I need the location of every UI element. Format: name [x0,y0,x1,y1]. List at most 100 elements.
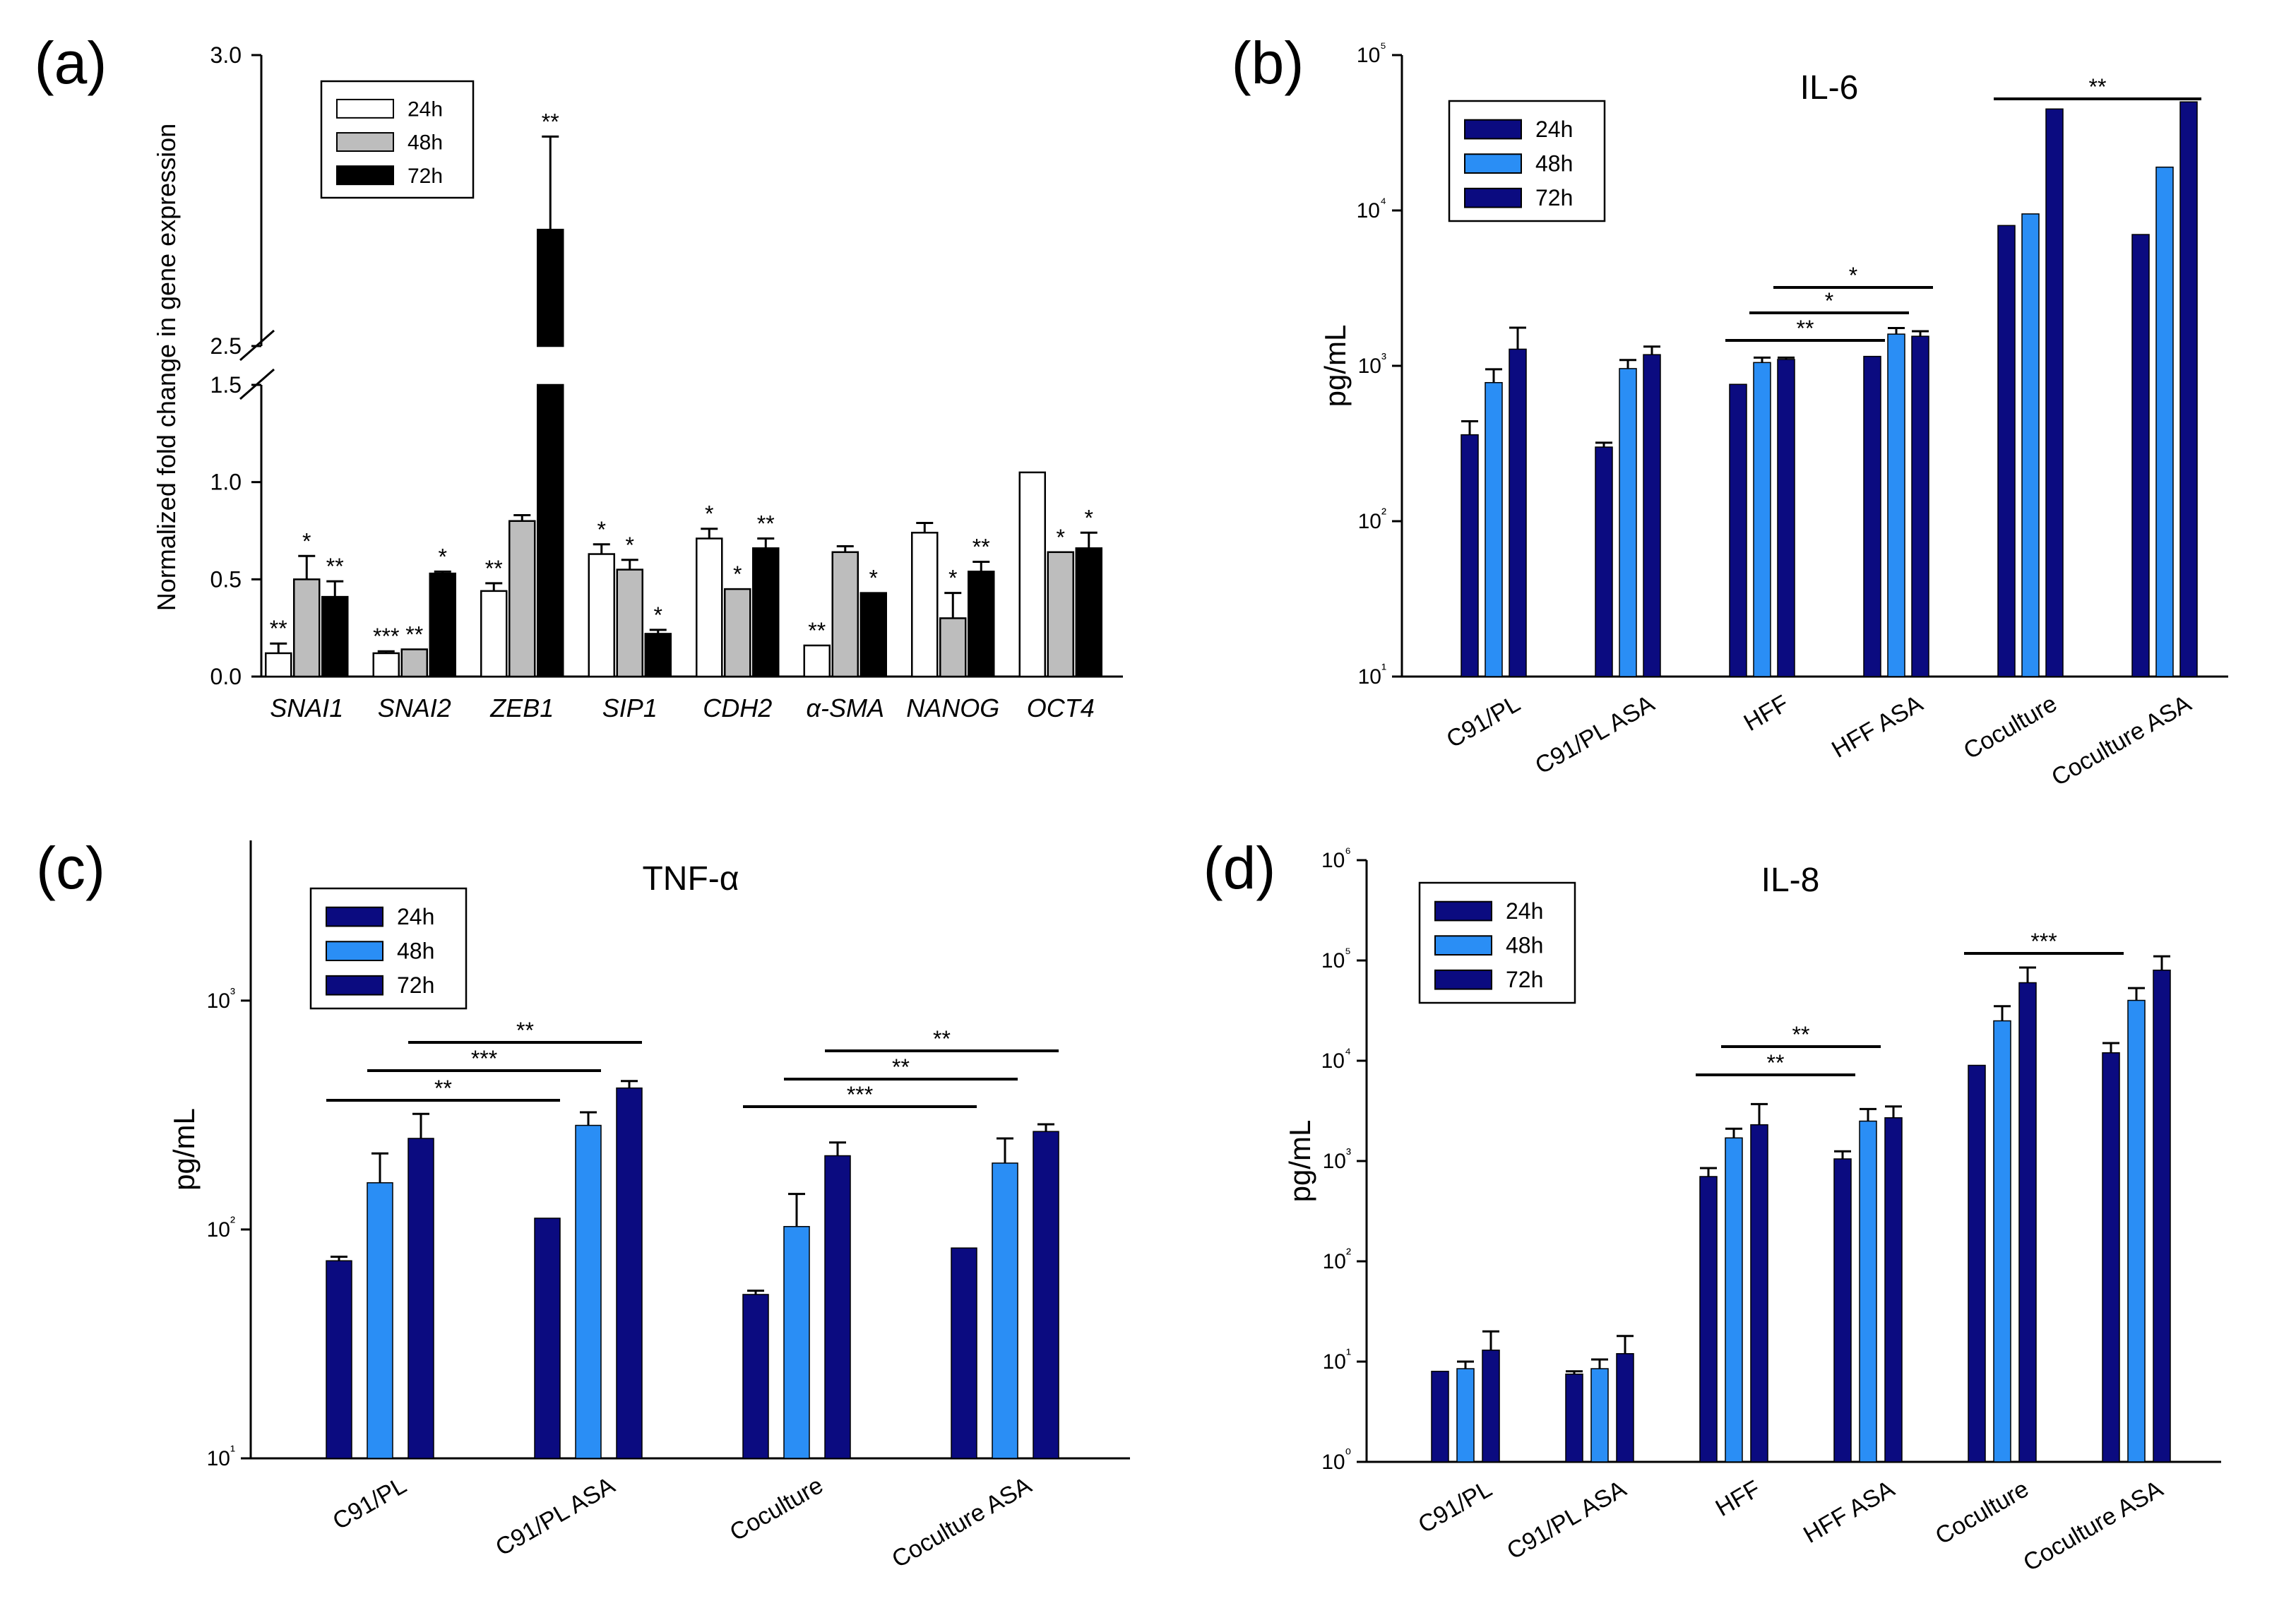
x-tick-label: SNAI2 [378,694,451,722]
legend-swatch-24h [336,98,394,119]
panel-label-c: (c) [36,835,105,901]
y-axis-label: pg/mL [167,1108,201,1191]
bar-C91/PL-48h [367,1182,393,1459]
bar-C91/PL-72h [1482,1350,1500,1463]
significance-star: ** [2089,74,2107,100]
bar-SNAI1-72h [321,595,349,678]
bar-SIP1-72h [644,633,672,678]
bar-ZEB1-24h [480,590,508,678]
bar-HFF-48h [1725,1137,1743,1463]
bar-C91/PL ASA-24h [1595,446,1613,677]
x-tick-label: Coculture ASA [888,1472,1037,1573]
significance-star: * [869,566,878,591]
bar-C91/PL ASA-24h [534,1218,561,1459]
y-tick-label: 10¹ [1323,1347,1351,1374]
y-axis-label: pg/mL [1319,325,1352,407]
x-tick-label: Coculture ASA [2019,1475,2168,1577]
y-tick-label: 1.5 [210,372,242,398]
bar-HFF ASA-24h [1863,355,1881,677]
bar-Coculture-72h [2045,108,2064,677]
significance-star: * [597,517,606,542]
bar-SNAI1-24h [265,652,292,678]
y-tick-label: 10² [1358,506,1386,534]
significance-star: ** [972,535,990,560]
legend-label-72h: 72h [1506,967,1543,992]
bar-C91/PL ASA-48h [575,1124,602,1459]
bar-C91/PL ASA-72h [1616,1353,1634,1463]
bar-Coculture ASA-48h [992,1162,1018,1459]
legend-label-48h: 48h [1535,151,1573,177]
panel-a: (a) 0.0 0.5 1.0 1.5 2.5 3.0 Normalized fold cha… [35,30,1123,722]
significance-star: ** [270,616,287,641]
significance-star: * [1057,525,1065,550]
legend-swatch-48h [1464,153,1522,174]
y-tick-label: 10³ [1323,1146,1351,1174]
significance-star: * [302,528,311,554]
y-axis-label: pg/mL [1283,1120,1316,1203]
bar-ZEB1-72h-upper [537,228,564,347]
bar-Coculture ASA-24h [951,1247,977,1459]
bar-C91/PL-24h [1461,434,1479,677]
bar-Coculture ASA-48h [2127,999,2146,1463]
significance-star: ** [516,1018,534,1043]
bar-C91/PL-24h [326,1260,352,1459]
y-tick-label: 10² [1323,1246,1351,1274]
legend-label-48h: 48h [397,939,434,964]
significance-star: * [1085,505,1093,530]
significance-star: * [1825,288,1833,314]
bar-SNAI1-48h [293,578,321,678]
bar-SNAI2-72h [429,572,456,678]
significance-star: ** [405,621,423,647]
bar-C91/PL ASA-24h [1565,1373,1583,1463]
bar-Coculture ASA-72h [1033,1131,1059,1459]
x-tick-label: NANOG [906,694,999,722]
x-tick-label: Coculture ASA [2047,690,2196,792]
bar-Coculture ASA-72h [2153,970,2171,1463]
significance-star: ** [933,1026,951,1052]
x-tick-label: Coculture [725,1472,828,1547]
y-tick-label: 10⁴ [1357,196,1386,223]
significance-star: *** [847,1082,873,1107]
significance-star: *** [2030,929,2057,954]
x-tick-label: CDH2 [703,694,772,722]
bar-α-SMA-48h [831,551,859,678]
bar-Coculture ASA-24h [2131,234,2150,677]
bar-HFF-72h [1777,359,1795,677]
y-tick-label: 10³ [207,985,235,1013]
bar-HFF ASA-48h [1887,333,1905,677]
x-tick-label: C91/PL [328,1472,411,1535]
panel-b: (b) IL-6 10¹ 10² 10³ 10⁴ 10⁵ pg/mL C91/PL C91/PL … [1232,30,2228,791]
significance-star: ** [757,511,775,537]
bar-HFF ASA-72h [1911,335,1929,677]
significance-star: *** [471,1046,497,1071]
x-tick-label: SNAI1 [270,694,343,722]
significance-star: ** [808,618,826,643]
significance-star: ** [1767,1050,1785,1076]
legend-label-48h: 48h [1506,933,1543,958]
legend-label-72h: 72h [408,165,443,188]
chart-title-b: IL-6 [1800,69,1859,107]
y-tick-label: 10⁵ [1357,40,1386,68]
bar-SNAI2-48h [400,648,428,678]
bar-NANOG-72h [968,571,995,678]
significance-star: ** [434,1076,452,1101]
bar-C91/PL-72h [1509,348,1527,677]
legend-swatch-72h [326,975,383,996]
bar-OCT4-24h [1018,471,1046,678]
bar-ZEB1-72h [537,383,564,678]
chart-title-c: TNF-α [642,860,739,898]
panel-label-b: (b) [1232,30,1304,96]
x-tick-label: OCT4 [1027,694,1095,722]
x-tick-label: α-SMA [806,694,884,722]
significance-star: * [1849,263,1857,288]
legend-swatch-24h [326,906,383,927]
significance-star: * [948,566,957,591]
y-tick-label: 10¹ [1358,662,1386,689]
bar-Coculture-24h [1968,1064,1986,1463]
x-tick-label: Coculture [1959,690,2062,765]
x-tick-label: HFF [1711,1475,1765,1522]
y-tick-label: 0.0 [210,664,242,689]
bar-CDH2-24h [696,537,723,678]
